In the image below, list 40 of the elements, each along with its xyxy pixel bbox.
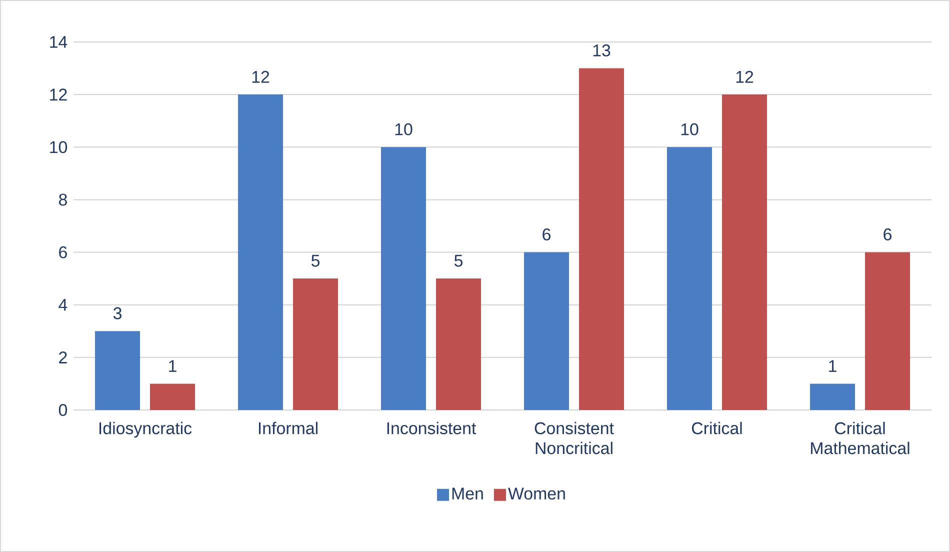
x-tick-label: Consistent Noncritical [534, 422, 614, 454]
bar [381, 147, 426, 410]
legend-label: Women [508, 488, 565, 500]
data-label: 10 [395, 123, 412, 136]
x-tick-label: Idiosyncratic [100, 422, 192, 438]
bar [150, 384, 196, 410]
y-tick-label: 2 [59, 352, 67, 364]
bar [436, 278, 482, 410]
legend-label: Men [452, 488, 483, 500]
bar [667, 147, 712, 410]
y-tick-label: 6 [59, 246, 67, 258]
data-label: 3 [113, 307, 122, 320]
bar [238, 94, 284, 410]
bar [722, 94, 768, 410]
data-label: 1 [829, 360, 836, 372]
data-label: 5 [311, 254, 320, 267]
data-label: 12 [252, 70, 270, 83]
bar [810, 384, 856, 410]
bar [579, 68, 624, 410]
bar [524, 252, 570, 410]
data-label: 12 [736, 70, 754, 83]
y-tick-label: 10 [50, 141, 68, 154]
y-tick-label: 14 [50, 36, 68, 48]
x-tick-label: Informal [258, 422, 318, 434]
x-tick-label: Inconsistent [387, 422, 476, 434]
bar [865, 252, 910, 410]
y-tick-label: 4 [58, 299, 68, 311]
y-tick-label: 8 [58, 194, 67, 206]
data-label: 1 [169, 360, 176, 372]
data-label: 6 [884, 228, 892, 240]
data-label: 5 [454, 254, 462, 267]
bar [95, 331, 140, 410]
data-label: 13 [593, 44, 610, 56]
data-label: 10 [681, 123, 698, 136]
bar [293, 278, 338, 410]
y-tick-label: 0 [58, 404, 68, 416]
data-label: 6 [542, 228, 550, 240]
x-tick-label: Critical [692, 422, 742, 434]
y-tick-label: 12 [50, 88, 67, 100]
x-tick-label: Critical Mathematical [811, 422, 910, 454]
